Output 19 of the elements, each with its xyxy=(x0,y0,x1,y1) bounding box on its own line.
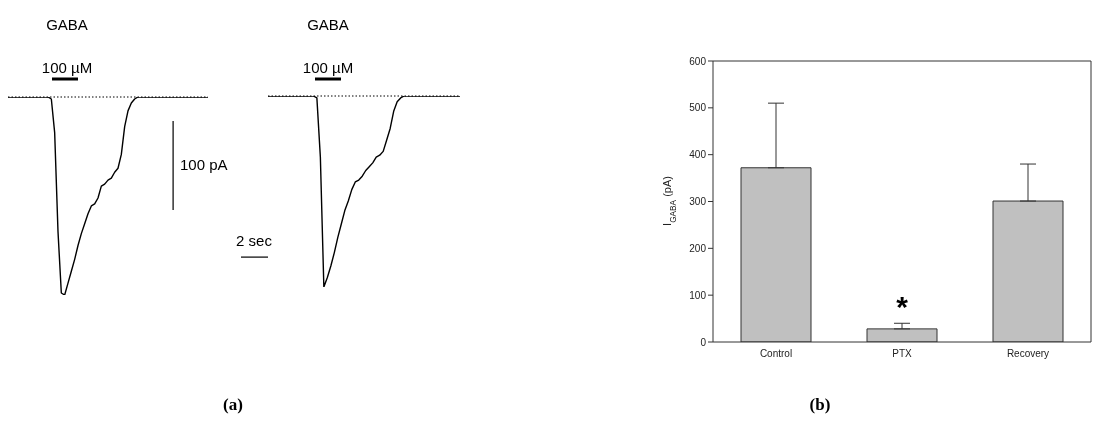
text: GABA xyxy=(307,16,349,33)
text: 100 µM xyxy=(302,59,354,76)
text: 100 µM xyxy=(41,59,93,76)
x-tick-label: Control xyxy=(759,348,793,360)
text: (b) xyxy=(809,395,831,414)
x-tick-label: Recovery xyxy=(1006,348,1050,360)
annotation: 100 pA xyxy=(180,156,228,173)
text: (a) xyxy=(223,395,243,414)
y-tick-label: 100 xyxy=(689,289,707,301)
y-tick-label: 600 xyxy=(689,55,707,67)
x-tick-label: PTX xyxy=(892,348,913,360)
text: GABA xyxy=(46,16,88,33)
y-tick-label: 0 xyxy=(700,336,707,348)
y-tick-label: 500 xyxy=(689,102,707,114)
annotation: 2 sec xyxy=(236,232,273,249)
annotation: * xyxy=(896,290,909,324)
y-tick-label: 400 xyxy=(689,149,707,161)
y-tick-label: 200 xyxy=(689,242,707,254)
y-tick-label: 300 xyxy=(689,196,707,208)
